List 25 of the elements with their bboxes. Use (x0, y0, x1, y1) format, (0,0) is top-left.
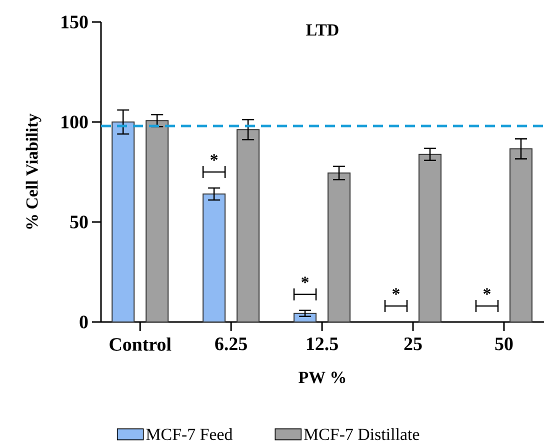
x-tick-label: 12.5 (307, 338, 338, 350)
x-tick-label: 25 (404, 338, 422, 350)
bar (509, 148, 532, 322)
chart-title: LTD (306, 24, 338, 36)
y-axis-title: % Cell Viability (26, 114, 42, 229)
bar (146, 120, 169, 322)
y-tick-label: 50 (70, 216, 88, 228)
x-tick-label: 50 (495, 338, 513, 350)
bar (418, 154, 442, 322)
bar (328, 172, 351, 322)
legend-label: MCF-7 Distillate (304, 428, 420, 440)
bar (236, 129, 260, 322)
annotation: * (392, 288, 400, 295)
annotation: * (302, 276, 309, 284)
annotation: * (210, 154, 218, 161)
bar (112, 122, 135, 322)
legend-label: MCF-7 Feed (146, 428, 233, 440)
x-axis-title: PW % (298, 372, 346, 384)
annotation: * (483, 288, 491, 295)
y-tick-label: 0 (80, 316, 88, 328)
y-tick-label: 100 (62, 116, 88, 128)
x-tick-label: Control (110, 338, 172, 351)
x-tick-label: 6.25 (215, 338, 247, 350)
y-tick-label: 150 (62, 16, 88, 28)
bar (202, 194, 226, 322)
